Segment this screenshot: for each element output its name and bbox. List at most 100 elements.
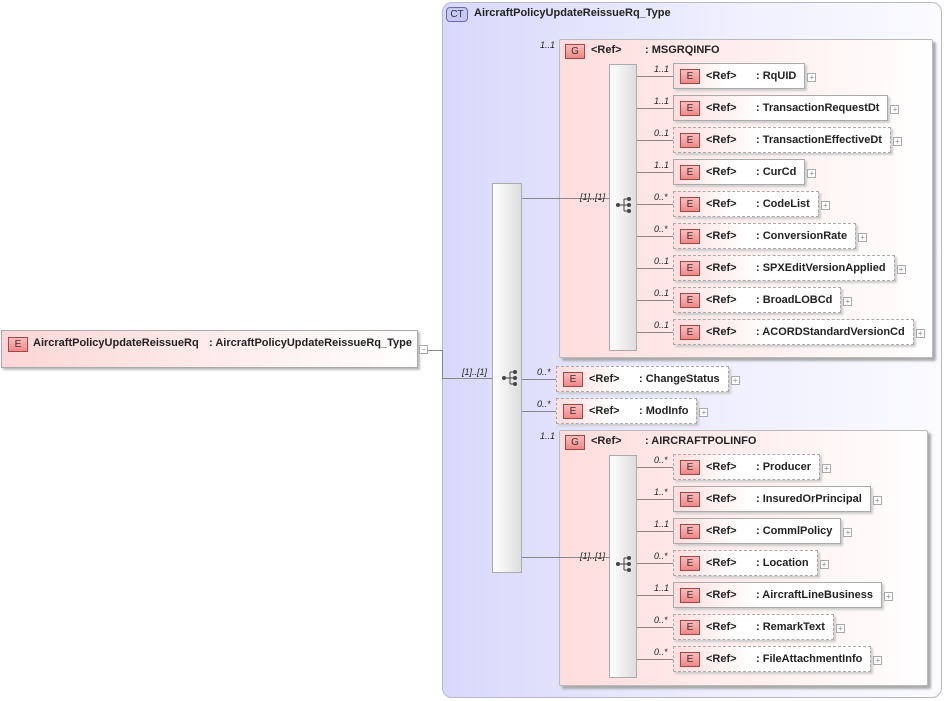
element-curcd[interactable]: E <Ref>: CurCd	[673, 159, 806, 185]
expand-button[interactable]: +	[807, 169, 817, 178]
element-cardinality: 0..1	[654, 320, 670, 330]
connector	[637, 627, 673, 628]
connector	[522, 198, 559, 199]
element-broadlobcd[interactable]: E <Ref>: BroadLOBCd	[673, 287, 842, 313]
element-ref: <Ref>	[706, 621, 737, 633]
connector	[428, 350, 442, 351]
element-badge: E	[680, 100, 700, 116]
connector	[637, 204, 673, 205]
collapse-button[interactable]: −	[419, 345, 428, 354]
element-name: : ChangeStatus	[639, 373, 720, 385]
expand-button[interactable]: +	[819, 560, 829, 569]
element-location[interactable]: E <Ref>: Location	[673, 550, 818, 576]
element-ref: <Ref>	[706, 589, 737, 601]
element-name: : InsuredOrPrincipal	[756, 493, 862, 505]
element-name: : ModInfo	[639, 405, 689, 417]
element-ref: <Ref>	[706, 525, 737, 537]
expand-button[interactable]: +	[730, 376, 740, 385]
element-modinfo[interactable]: E <Ref>: ModInfo	[556, 398, 698, 424]
element-cardinality: 0..*	[537, 399, 551, 409]
group-sequence-bar	[609, 455, 637, 678]
element-ref: <Ref>	[706, 294, 737, 306]
expand-button[interactable]: +	[873, 656, 883, 665]
element-cardinality: 0..*	[537, 367, 551, 377]
element-remarktext[interactable]: E <Ref>: RemarkText	[673, 614, 834, 640]
expand-button[interactable]: +	[807, 73, 817, 82]
connector	[559, 557, 609, 558]
element-name: : AircraftLineBusiness	[756, 589, 873, 601]
element-cardinality: 0..*	[654, 615, 668, 625]
group-cardinality: 1..1	[540, 40, 556, 50]
root-element-name: AircraftPolicyUpdateReissueRq	[33, 337, 199, 349]
group-badge: G	[565, 44, 585, 59]
expand-button[interactable]: +	[820, 201, 830, 210]
element-spxeditversionapplied[interactable]: E <Ref>: SPXEditVersionApplied	[673, 255, 895, 281]
element-commlpolicy[interactable]: E <Ref> : CommlPolicy	[673, 518, 842, 544]
root-element[interactable]: E AircraftPolicyUpdateReissueRq : Aircra…	[1, 330, 418, 368]
element-aircraftlinebusiness[interactable]: E <Ref> : AircraftLineBusiness	[673, 582, 882, 608]
element-badge: E	[680, 196, 700, 212]
expand-button[interactable]: +	[883, 592, 893, 601]
element-name: : TransactionEffectiveDt	[756, 134, 882, 146]
root-element-type: : AircraftPolicyUpdateReissueRq_Type	[209, 337, 412, 349]
expand-button[interactable]: +	[835, 624, 845, 633]
expand-button[interactable]: +	[896, 265, 906, 274]
element-ref: <Ref>	[706, 230, 737, 242]
element-cardinality: 0..1	[654, 288, 670, 298]
element-cardinality: 0..*	[654, 647, 668, 657]
element-name: : BroadLOBCd	[756, 294, 833, 306]
element-badge: E	[680, 587, 700, 603]
expand-button[interactable]: +	[872, 496, 882, 505]
expand-button[interactable]: +	[858, 233, 868, 242]
connector	[637, 108, 673, 109]
element-badge: E	[680, 459, 700, 475]
element-transactionrequestdt[interactable]: E <Ref>: TransactionRequestDt	[673, 95, 889, 121]
connector	[442, 350, 443, 378]
complex-type-title: AircraftPolicyUpdateReissueRq_Type	[474, 7, 671, 19]
expand-button[interactable]: +	[892, 137, 902, 146]
element-rquid[interactable]: E <Ref>: RqUID	[673, 63, 806, 89]
element-name: : Producer	[756, 461, 812, 473]
element-cardinality: 0..*	[654, 192, 668, 202]
element-ref: <Ref>	[706, 134, 737, 146]
sequence-cardinality: [1]..[1]	[580, 551, 606, 561]
expand-button[interactable]: +	[890, 105, 900, 114]
element-conversionrate[interactable]: E <Ref>: ConversionRate	[673, 223, 857, 249]
connector	[522, 411, 556, 412]
expand-button[interactable]: +	[843, 297, 853, 306]
expand-button[interactable]: +	[843, 528, 853, 537]
element-transactioneffectivedt[interactable]: E <Ref>: TransactionEffectiveDt	[673, 127, 891, 153]
connector	[637, 563, 673, 564]
element-ref: <Ref>	[706, 557, 737, 569]
element-name: : TransactionRequestDt	[756, 102, 880, 114]
element-insuredorprincipal[interactable]: E <Ref>: InsuredOrPrincipal	[673, 486, 871, 512]
sequence-icon	[615, 196, 633, 214]
element-acordstandardversioncd[interactable]: E <Ref>: ACORDStandardVersionCd	[673, 319, 914, 345]
element-badge: E	[680, 555, 700, 571]
element-producer[interactable]: E <Ref>: Producer	[673, 454, 821, 480]
main-sequence-icon	[501, 369, 519, 387]
element-codelist[interactable]: E <Ref>: CodeList	[673, 191, 819, 217]
element-ref: <Ref>	[589, 405, 620, 417]
element-badge: E	[680, 491, 700, 507]
group-name: : AIRCRAFTPOLINFO	[645, 435, 757, 447]
element-changestatus[interactable]: E <Ref>: ChangeStatus	[556, 366, 729, 392]
element-fileattachmentinfo[interactable]: E <Ref>: FileAttachmentInfo	[673, 646, 872, 672]
element-badge: E	[680, 523, 700, 539]
element-name: : ACORDStandardVersionCd	[756, 326, 905, 338]
connector	[522, 379, 556, 380]
element-badge: E	[680, 324, 700, 340]
element-badge: E	[680, 164, 700, 180]
sequence-cardinality: [1]..[1]	[580, 192, 606, 202]
element-ref: <Ref>	[706, 166, 737, 178]
element-badge: E	[680, 228, 700, 244]
element-name: : FileAttachmentInfo	[756, 653, 863, 665]
connector	[637, 595, 673, 596]
expand-button[interactable]: +	[699, 408, 709, 417]
element-name: : CommlPolicy	[756, 525, 833, 537]
element-badge: E	[563, 371, 583, 387]
main-sequence-cardinality: [1]..[1]	[462, 367, 488, 377]
element-cardinality: 1..*	[654, 487, 668, 497]
expand-button[interactable]: +	[822, 464, 832, 473]
expand-button[interactable]: +	[915, 329, 925, 338]
